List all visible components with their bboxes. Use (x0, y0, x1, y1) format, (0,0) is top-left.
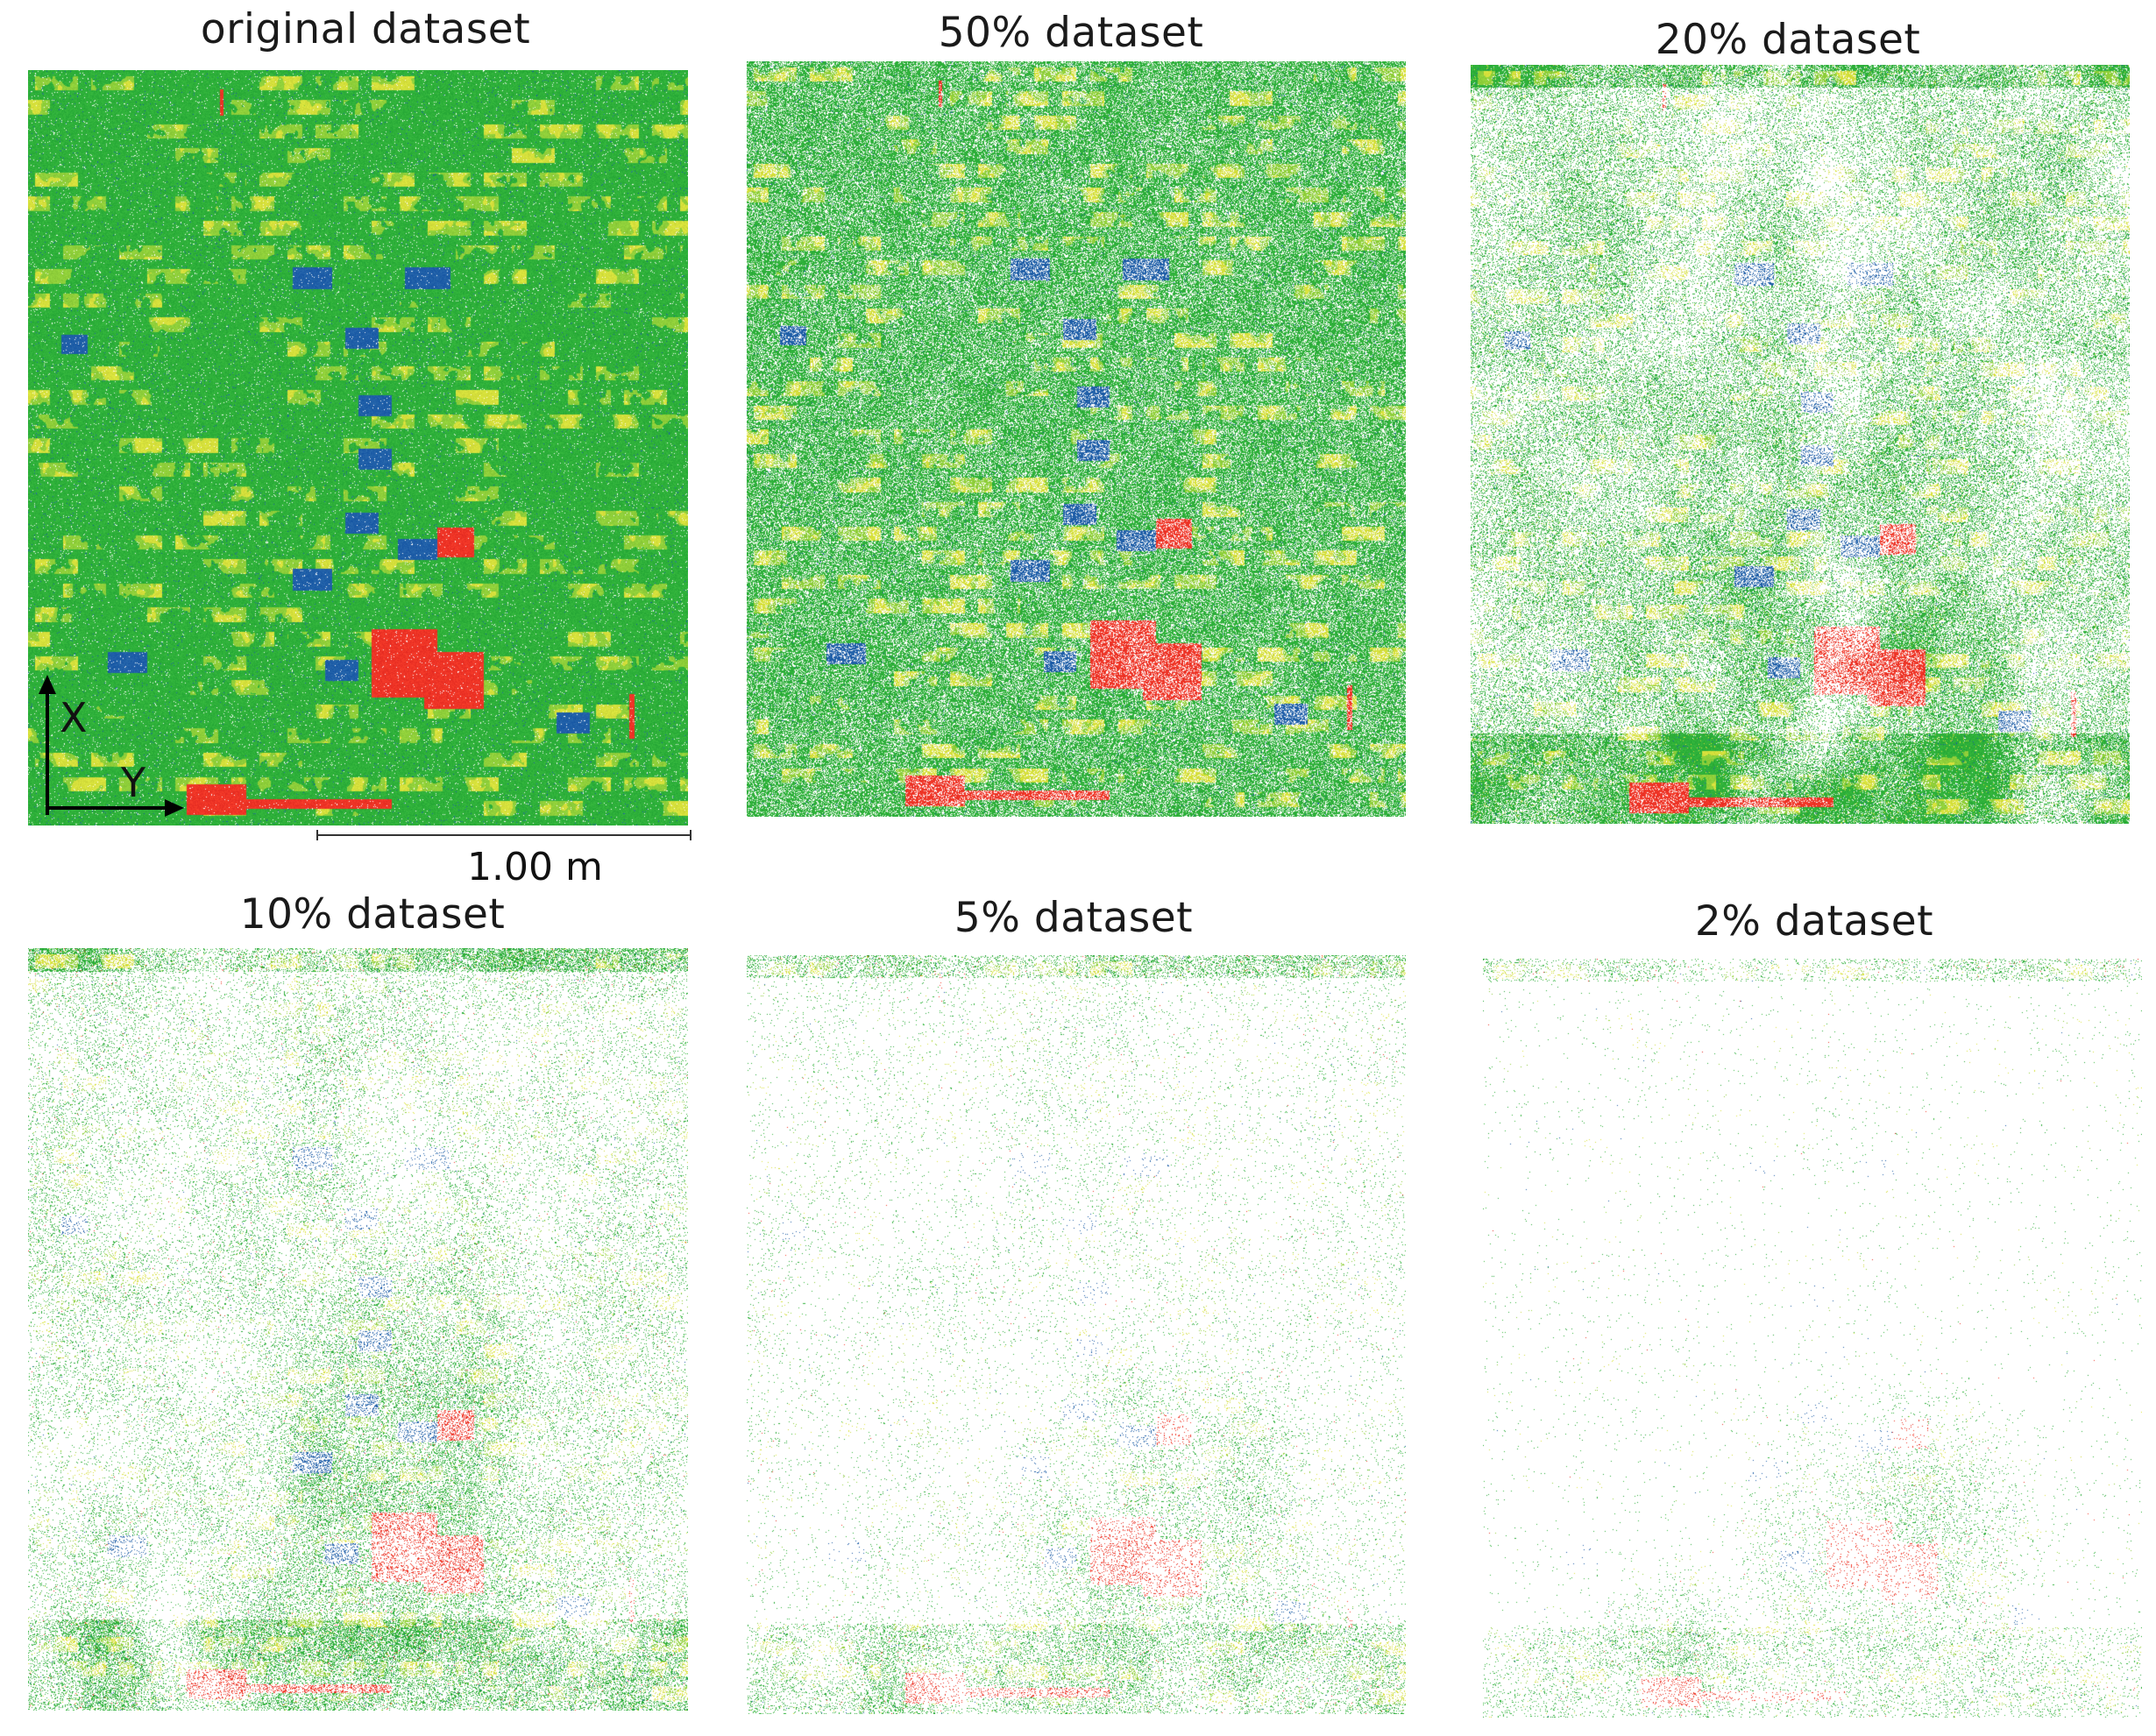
panel-title-original: original dataset (200, 5, 531, 53)
panel-title-10: 10% dataset (239, 890, 506, 939)
point-cloud-canvas (28, 70, 688, 825)
point-cloud-50 (747, 61, 1406, 817)
panel-title-50: 50% dataset (938, 9, 1204, 57)
point-cloud-canvas (28, 948, 688, 1711)
panel-title-5: 5% dataset (954, 894, 1194, 942)
y-axis-label: Y (121, 759, 146, 806)
point-cloud-canvas (1471, 65, 2130, 824)
point-cloud-2 (1483, 959, 2142, 1718)
point-cloud-original (28, 70, 688, 825)
point-cloud-5 (747, 955, 1406, 1714)
point-cloud-20 (1471, 65, 2130, 824)
panel-title-2: 2% dataset (1694, 897, 1934, 946)
x-axis-label: X (60, 694, 88, 741)
point-cloud-canvas (1483, 959, 2142, 1718)
point-cloud-canvas (747, 61, 1406, 817)
point-cloud-canvas (747, 955, 1406, 1714)
axis-arrows-icon (39, 675, 184, 817)
scale-bar-label: 1.00 m (467, 845, 603, 889)
scale-bar (316, 830, 691, 840)
panel-title-20: 20% dataset (1655, 16, 1921, 64)
point-cloud-10 (28, 948, 688, 1711)
